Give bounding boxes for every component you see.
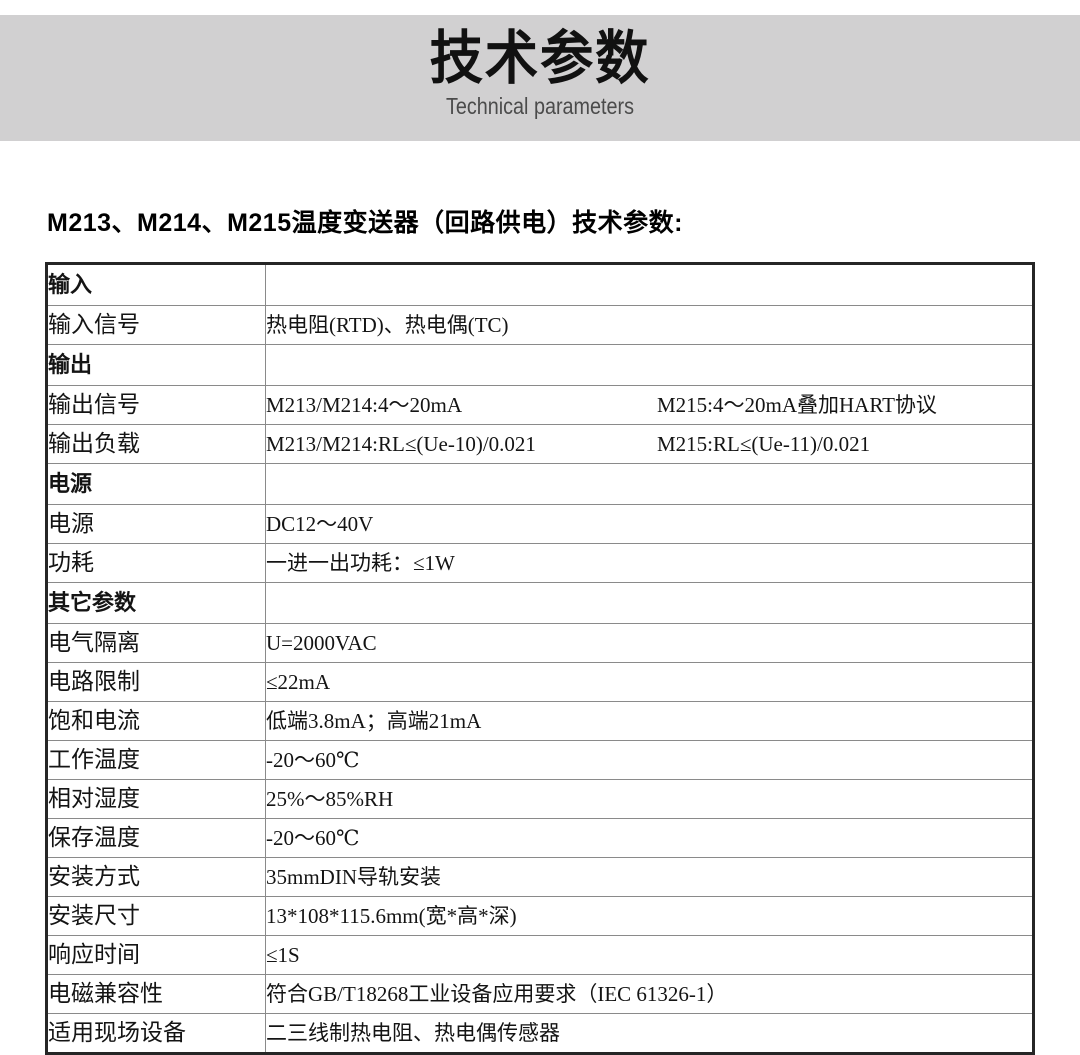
spec-value-cell: 35mmDIN导轨安装: [265, 857, 1034, 897]
spec-data-row: 电路限制 ≤22mA: [46, 662, 1034, 702]
spec-value-cell: ≤22mA: [265, 662, 1034, 702]
spec-value-cell: 二三线制热电阻、热电偶传感器: [265, 1013, 1034, 1054]
spec-value-cell: -20～60℃: [265, 740, 1034, 780]
spec-value-cell: 13*108*115.6mm(宽*高*深): [265, 896, 1034, 936]
spec-label-cell: 输出: [46, 344, 266, 386]
page-title-english: Technical parameters: [445, 93, 634, 119]
spec-label-cell: 输出信号: [46, 385, 266, 425]
spec-data-row: 响应时间 ≤1S: [46, 935, 1034, 975]
spec-value-cell: 低端3.8mA；高端21mA: [265, 701, 1034, 741]
page-header-band: 技术参数 Technical parameters: [0, 15, 1080, 141]
spec-group-row: 输出: [46, 344, 1034, 386]
spec-value-cell: [265, 463, 1034, 505]
spec-value-split-group: M213/M214:4～20mA M215:4～20mA叠加HART协议: [266, 393, 1032, 417]
spec-value-cell: 热电阻(RTD)、热电偶(TC): [265, 305, 1034, 345]
spec-data-row: 适用现场设备 二三线制热电阻、热电偶传感器: [46, 1013, 1034, 1054]
spec-value-cell: [265, 263, 1034, 306]
section-heading: M213、M214、M215温度变送器（回路供电）技术参数:: [47, 209, 683, 237]
spec-label-cell: 适用现场设备: [46, 1013, 266, 1054]
spec-data-row: 输出负载 M213/M214:RL≤(Ue-10)/0.021 M215:RL≤(U…: [46, 424, 1034, 464]
spec-label-cell: 安装方式: [46, 857, 266, 897]
spec-table-container: 输入 输入信号 热电阻(RTD)、热电偶(TC) 输出 输出信号 M213/M214:4～…: [45, 262, 1035, 1055]
spec-value-primary: M213/M214:4～20mA: [266, 393, 463, 417]
spec-label-cell: 电磁兼容性: [46, 974, 266, 1014]
spec-data-row: 工作温度 -20～60℃: [46, 740, 1034, 780]
spec-value-secondary: M215:4～20mA叠加HART协议: [657, 393, 937, 417]
spec-label-cell: 输入信号: [46, 305, 266, 345]
spec-data-row: 电磁兼容性 符合GB/T18268工业设备应用要求（IEC 61326-1）: [46, 974, 1034, 1014]
spec-value-cell: -20～60℃: [265, 818, 1034, 858]
spec-label-cell: 电气隔离: [46, 623, 266, 663]
spec-group-row: 其它参数: [46, 582, 1034, 624]
spec-value-secondary: M215:RL≤(Ue-11)/0.021: [657, 432, 871, 456]
spec-data-row: 输入信号 热电阻(RTD)、热电偶(TC): [46, 305, 1034, 345]
spec-data-row: 饱和电流 低端3.8mA；高端21mA: [46, 701, 1034, 741]
spec-data-row: 相对湿度 25%～85%RH: [46, 779, 1034, 819]
spec-group-row: 电源: [46, 463, 1034, 505]
spec-value-split-group: M213/M214:RL≤(Ue-10)/0.021 M215:RL≤(Ue-11…: [266, 432, 1032, 456]
spec-value-cell: 一进一出功耗：≤1W: [265, 543, 1034, 583]
spec-label-cell: 其它参数: [46, 582, 266, 624]
spec-data-row: 安装方式 35mmDIN导轨安装: [46, 857, 1034, 897]
spec-data-row: 输出信号 M213/M214:4～20mA M215:4～20mA叠加HART协议: [46, 385, 1034, 425]
spec-data-row: 电气隔离 U=2000VAC: [46, 623, 1034, 663]
spec-label-cell: 电源: [46, 504, 266, 544]
spec-label-cell: 电源: [46, 463, 266, 505]
spec-label-cell: 安装尺寸: [46, 896, 266, 936]
spec-label-cell: 输入: [46, 263, 266, 306]
spec-label-cell: 饱和电流: [46, 701, 266, 741]
spec-data-row: 保存温度 -20～60℃: [46, 818, 1034, 858]
spec-value-cell: ≤1S: [265, 935, 1034, 975]
spec-value-cell: [265, 582, 1034, 624]
spec-data-row: 功耗 一进一出功耗：≤1W: [46, 543, 1034, 583]
spec-value-cell: 符合GB/T18268工业设备应用要求（IEC 61326-1）: [265, 974, 1034, 1014]
spec-table-body: 输入 输入信号 热电阻(RTD)、热电偶(TC) 输出 输出信号 M213/M214:4～…: [46, 263, 1034, 1054]
spec-label-cell: 电路限制: [46, 662, 266, 702]
spec-label-cell: 功耗: [46, 543, 266, 583]
spec-value-cell: M213/M214:4～20mA M215:4～20mA叠加HART协议: [265, 385, 1034, 425]
spec-label-cell: 响应时间: [46, 935, 266, 975]
spec-value-cell: M213/M214:RL≤(Ue-10)/0.021 M215:RL≤(Ue-11…: [265, 424, 1034, 464]
spec-data-row: 电源 DC12～40V: [46, 504, 1034, 544]
spec-label-cell: 保存温度: [46, 818, 266, 858]
spec-value-cell: U=2000VAC: [265, 623, 1034, 663]
spec-value-cell: DC12～40V: [265, 504, 1034, 544]
spec-group-row: 输入: [46, 263, 1034, 306]
spec-data-row: 安装尺寸 13*108*115.6mm(宽*高*深): [46, 896, 1034, 936]
spec-label-cell: 工作温度: [46, 740, 266, 780]
spec-value-cell: [265, 344, 1034, 386]
spec-value-cell: 25%～85%RH: [265, 779, 1034, 819]
page-title-chinese: 技术参数: [429, 26, 651, 91]
spec-label-cell: 相对湿度: [46, 779, 266, 819]
technical-parameters-table: 输入 输入信号 热电阻(RTD)、热电偶(TC) 输出 输出信号 M213/M214:4～…: [45, 262, 1035, 1055]
page-header-text-group: 技术参数 Technical parameters: [0, 15, 1080, 120]
spec-value-primary: M213/M214:RL≤(Ue-10)/0.021: [266, 432, 536, 456]
spec-label-cell: 输出负载: [46, 424, 266, 464]
